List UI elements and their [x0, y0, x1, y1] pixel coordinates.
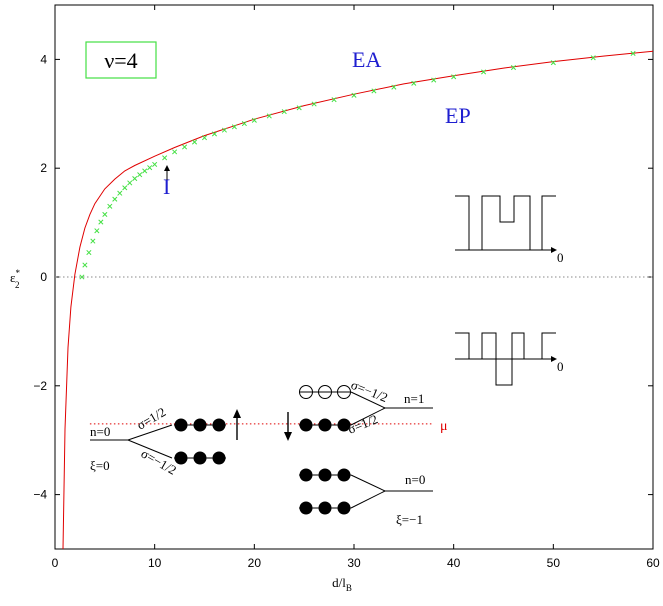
x-tick-label: 40: [447, 556, 461, 570]
series-point-marker: [86, 249, 92, 256]
series-point-marker: [281, 109, 287, 115]
x-axis-label-sub: B: [346, 583, 352, 593]
series-point-marker: [211, 131, 218, 137]
series-point-marker: [182, 144, 188, 150]
series-point-marker: [266, 113, 272, 119]
series-point-marker: [351, 92, 357, 98]
series-point-marker: [98, 219, 104, 225]
series-point-marker: [79, 274, 85, 280]
series-point-marker: [127, 180, 133, 186]
left-sigma-down-label: σ=−1/2: [139, 446, 180, 478]
ea-step-inset: 0: [455, 195, 564, 265]
series-line: [62, 50, 654, 550]
series-point-marker: [221, 127, 227, 133]
series-point-marker: [451, 74, 457, 80]
axis-ticks: 0 10 20 30 40 50 60 −4 −2 0 2 4: [33, 5, 660, 570]
right-sigma-down-label: σ=1/2: [346, 411, 380, 437]
x-axis-label: d/lB: [332, 575, 352, 593]
series-point-marker: [251, 117, 257, 123]
series-point-marker: [94, 228, 100, 234]
y-tick-label: 0: [40, 270, 47, 284]
series-point-marker: [102, 211, 108, 217]
y-axis-label-sub: 2: [15, 280, 20, 290]
right-n1-label: n=1: [404, 391, 424, 406]
series-point-marker: [231, 124, 237, 130]
series-point-marker: [107, 203, 113, 209]
point-i-arrow: [164, 165, 170, 180]
nu-label: ν=4: [104, 48, 137, 73]
x-tick-label: 50: [547, 556, 561, 570]
y-axis-label-sup: *: [15, 268, 20, 278]
series-point-marker: [201, 135, 208, 141]
left-level-diagram: n=0 ξ=0 σ=1/2 σ=−1/2: [90, 404, 241, 478]
series-point-marker: [90, 238, 96, 244]
nu-label-box: [85, 41, 157, 79]
series-point-marker: [191, 139, 198, 145]
mu-label: μ: [440, 419, 448, 434]
x-tick-label: 60: [646, 556, 660, 570]
y-tick-label: −2: [33, 379, 47, 393]
series-point-marker: [296, 105, 302, 111]
series-point-marker: [147, 165, 153, 171]
spin-up-arrow-icon: [233, 409, 241, 440]
x-tick-label: 20: [248, 556, 262, 570]
series-point-marker: [137, 172, 143, 178]
series-point-marker: [510, 65, 517, 71]
series-point-marker: [411, 80, 417, 86]
series-point-marker: [590, 55, 596, 61]
left-n0-label: n=0: [90, 424, 110, 439]
series-point-marker: [550, 60, 556, 66]
series-point-marker: [162, 155, 168, 161]
x-tick-label: 30: [347, 556, 361, 570]
spin-down-arrow-icon: [284, 412, 292, 441]
point-i-label: I: [163, 174, 170, 199]
series-point-marker: [431, 77, 437, 83]
series-point-marker: [391, 84, 397, 90]
left-xi0-label: ξ=0: [90, 458, 110, 473]
series-point-marker: [481, 69, 487, 75]
series-point-marker: [122, 185, 128, 191]
series-point-marker: [172, 149, 178, 155]
y-axis-label: ε* 2: [10, 268, 20, 290]
series-point-marker: [311, 101, 317, 107]
right-n0-label: n=0: [405, 472, 425, 487]
series-point-marker: [630, 50, 636, 56]
y-tick-label: −4: [33, 488, 47, 502]
right-level-diagram: σ=−1/2 σ=1/2 n=1 n=0 ξ=−1: [284, 377, 433, 527]
ep-step-inset: 0: [455, 332, 564, 386]
series-point-marker: [132, 175, 138, 182]
x-tick-label: 0: [52, 556, 59, 570]
series-point-marker: [241, 121, 247, 127]
right-xim1-label: ξ=−1: [396, 512, 423, 527]
series-point-marker: [331, 97, 337, 103]
ep-inset-zero-label: 0: [557, 359, 564, 374]
y-tick-label: 4: [40, 52, 47, 66]
series-point-marker: [142, 168, 148, 174]
ea-label: EA: [352, 47, 381, 72]
series-point-marker: [82, 262, 88, 268]
series-layer: [55, 50, 654, 550]
ep-label: EP: [445, 103, 471, 128]
x-tick-label: 10: [148, 556, 162, 570]
y-tick-label: 2: [40, 161, 47, 175]
series-point-marker: [112, 196, 118, 202]
ea-inset-zero-label: 0: [557, 250, 564, 265]
series-point-marker: [117, 190, 123, 196]
series-point-marker: [152, 161, 158, 167]
series-point-marker: [371, 88, 377, 94]
